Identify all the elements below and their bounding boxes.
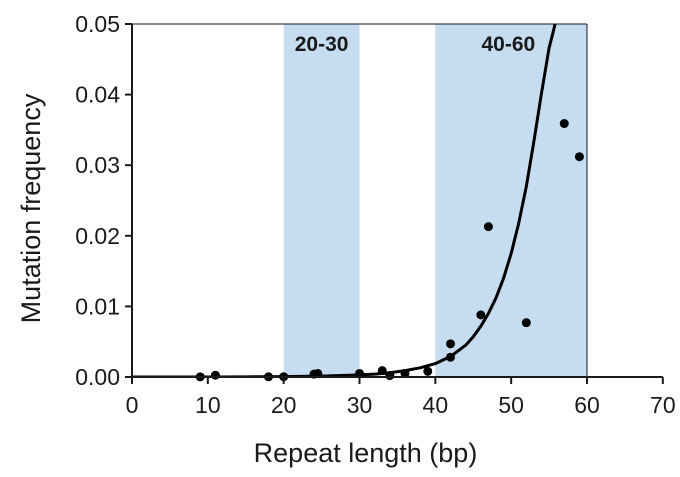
y-axis-ticks: 0.00 0.01 0.02 0.03 0.04 0.05 (75, 11, 132, 390)
data-point (559, 119, 569, 129)
shaded-region-label: 40-60 (481, 33, 535, 56)
shaded-region-20-30 (283, 24, 360, 377)
x-tick-label: 10 (195, 392, 221, 418)
y-tick-label: 0.04 (75, 82, 120, 108)
y-tick-label: 0.05 (75, 11, 120, 37)
data-point (400, 368, 410, 378)
data-point (210, 370, 220, 380)
shaded-regions (283, 24, 587, 377)
x-tick-label: 60 (574, 392, 600, 418)
data-point (476, 310, 486, 320)
data-point (385, 371, 395, 381)
x-tick-label: 40 (423, 392, 449, 418)
data-points (195, 119, 584, 382)
data-point (423, 366, 433, 376)
data-point (313, 368, 323, 378)
x-tick-label: 0 (126, 392, 139, 418)
y-axis-title: Mutation frequency (16, 93, 46, 323)
x-tick-label: 70 (650, 392, 676, 418)
data-point (483, 222, 493, 232)
y-tick-label: 0.00 (75, 364, 120, 390)
data-point (377, 366, 387, 376)
data-point (574, 152, 584, 162)
data-point (355, 368, 364, 378)
shaded-region-labels: 20-30 40-60 (295, 33, 535, 56)
data-point (521, 318, 531, 328)
shaded-region-label: 20-30 (295, 33, 349, 56)
shaded-region-40-60 (435, 24, 587, 377)
data-point (446, 352, 455, 362)
x-tick-label: 50 (498, 392, 524, 418)
x-tick-label: 20 (271, 392, 297, 418)
x-axis-title: Repeat length (bp) (254, 438, 478, 468)
data-point (446, 339, 455, 349)
x-axis-ticks: 0 10 20 30 40 50 60 70 (126, 377, 676, 418)
x-tick-label: 30 (347, 392, 373, 418)
y-tick-label: 0.01 (75, 293, 120, 319)
y-tick-label: 0.03 (75, 152, 120, 178)
y-tick-label: 0.02 (75, 223, 120, 249)
axes (131, 23, 663, 378)
